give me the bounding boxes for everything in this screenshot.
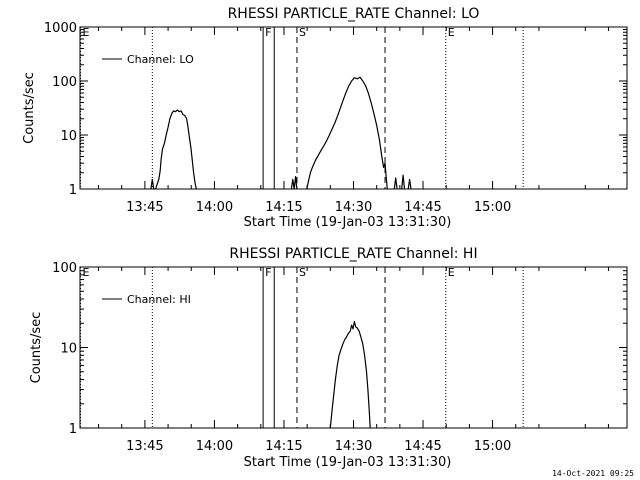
y-tick-label: 1 <box>69 422 77 437</box>
series-line-segment-3 <box>306 76 388 190</box>
y-tick-label: 100 <box>52 261 77 276</box>
x-tick-label: 14:15 <box>265 439 302 454</box>
y-tick-label: 10 <box>60 342 77 357</box>
event-marker-label: F <box>265 26 271 39</box>
y-axis-label: Counts/sec <box>22 72 37 144</box>
chart-panel-1: RHESSI PARTICLE_RATE Channel: LO 13:45 14:… <box>22 6 628 230</box>
chart-panel-2: RHESSI PARTICLE_RATE Channel: HI 13:45 14:… <box>29 246 628 470</box>
x-tick-label: 14:30 <box>335 439 372 454</box>
x-tick-label: 15:00 <box>474 439 511 454</box>
chart-title: RHESSI PARTICLE_RATE Channel: HI <box>229 246 477 262</box>
x-axis-label: Start Time (19-Jan-03 13:31:30) <box>244 215 452 230</box>
series-line-segment-4 <box>393 177 398 190</box>
event-marker-label: F <box>265 266 271 279</box>
event-marker-label: S <box>299 26 306 39</box>
x-tick-label: 14:45 <box>404 200 441 215</box>
series-line-segment-6 <box>407 178 412 190</box>
legend-label: Channel: LO <box>127 53 194 66</box>
x-tick-label: 13:45 <box>126 200 163 215</box>
series-line-segment-1 <box>329 321 371 429</box>
legend-label: Channel: HI <box>127 293 191 306</box>
x-axis-label: Start Time (19-Jan-03 13:31:30) <box>244 455 452 470</box>
event-marker-label: S <box>299 266 306 279</box>
x-tick-label: 14:30 <box>335 200 372 215</box>
x-tick-label: 14:00 <box>196 439 233 454</box>
series-line-segment-2 <box>290 176 298 190</box>
x-tick-label: 14:00 <box>196 200 233 215</box>
series-line-segment-1 <box>150 109 197 190</box>
chart-title: RHESSI PARTICLE_RATE Channel: LO <box>228 6 480 22</box>
x-tick-label: 14:15 <box>265 200 302 215</box>
timestamp-label: 14-Oct-2021 09:25 <box>552 469 634 478</box>
x-tick-label: 15:00 <box>474 200 511 215</box>
y-tick-label: 100 <box>52 75 77 90</box>
event-marker-label: E <box>82 26 89 39</box>
x-tick-label: 13:45 <box>126 439 163 454</box>
event-marker-label: E <box>448 26 455 39</box>
plot-frame <box>79 266 628 429</box>
y-tick-label: 1 <box>69 183 77 198</box>
event-marker-label: E <box>82 266 89 279</box>
series-line-segment-5 <box>401 174 406 190</box>
plot-frame <box>79 26 628 190</box>
y-axis-label: Counts/sec <box>29 312 44 384</box>
y-tick-label: 1000 <box>44 21 77 36</box>
x-tick-label: 14:45 <box>404 439 441 454</box>
event-marker-label: E <box>448 266 455 279</box>
y-tick-label: 10 <box>60 129 77 144</box>
